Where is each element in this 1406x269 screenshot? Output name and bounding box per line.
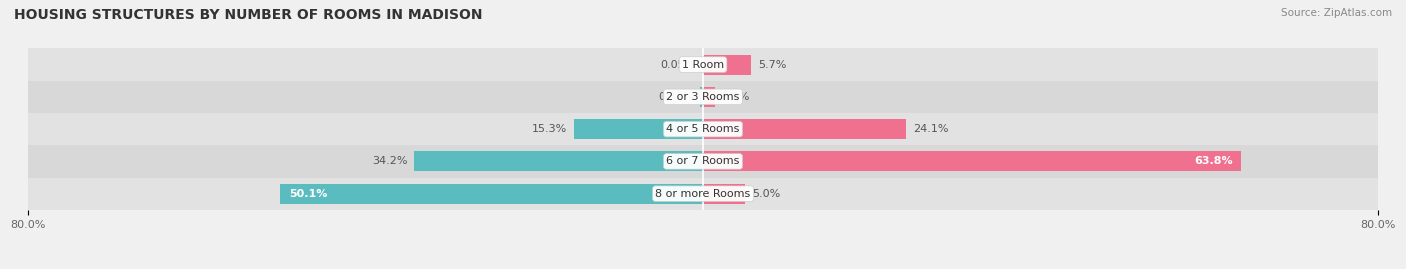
Bar [28,48,1378,81]
Text: 1 Room: 1 Room [682,59,724,70]
Bar [700,87,703,107]
Bar [280,184,703,204]
Text: 63.8%: 63.8% [1194,156,1233,167]
Bar [703,87,714,107]
Bar [28,178,1378,210]
Bar [703,119,907,139]
Text: 0.32%: 0.32% [658,92,693,102]
Text: 6 or 7 Rooms: 6 or 7 Rooms [666,156,740,167]
Bar [703,184,745,204]
Text: 5.7%: 5.7% [758,59,786,70]
Bar [703,151,1241,171]
Bar [415,151,703,171]
Text: 34.2%: 34.2% [373,156,408,167]
Bar [703,55,751,75]
Text: 5.0%: 5.0% [752,189,780,199]
Bar [28,145,1378,178]
Text: 1.4%: 1.4% [721,92,749,102]
Text: 4 or 5 Rooms: 4 or 5 Rooms [666,124,740,134]
Text: 24.1%: 24.1% [912,124,949,134]
Text: 15.3%: 15.3% [531,124,567,134]
Text: HOUSING STRUCTURES BY NUMBER OF ROOMS IN MADISON: HOUSING STRUCTURES BY NUMBER OF ROOMS IN… [14,8,482,22]
Text: 2 or 3 Rooms: 2 or 3 Rooms [666,92,740,102]
Text: 0.05%: 0.05% [661,59,696,70]
Text: 8 or more Rooms: 8 or more Rooms [655,189,751,199]
Bar [28,81,1378,113]
Bar [28,113,1378,145]
Bar [574,119,703,139]
Text: Source: ZipAtlas.com: Source: ZipAtlas.com [1281,8,1392,18]
Text: 50.1%: 50.1% [288,189,328,199]
